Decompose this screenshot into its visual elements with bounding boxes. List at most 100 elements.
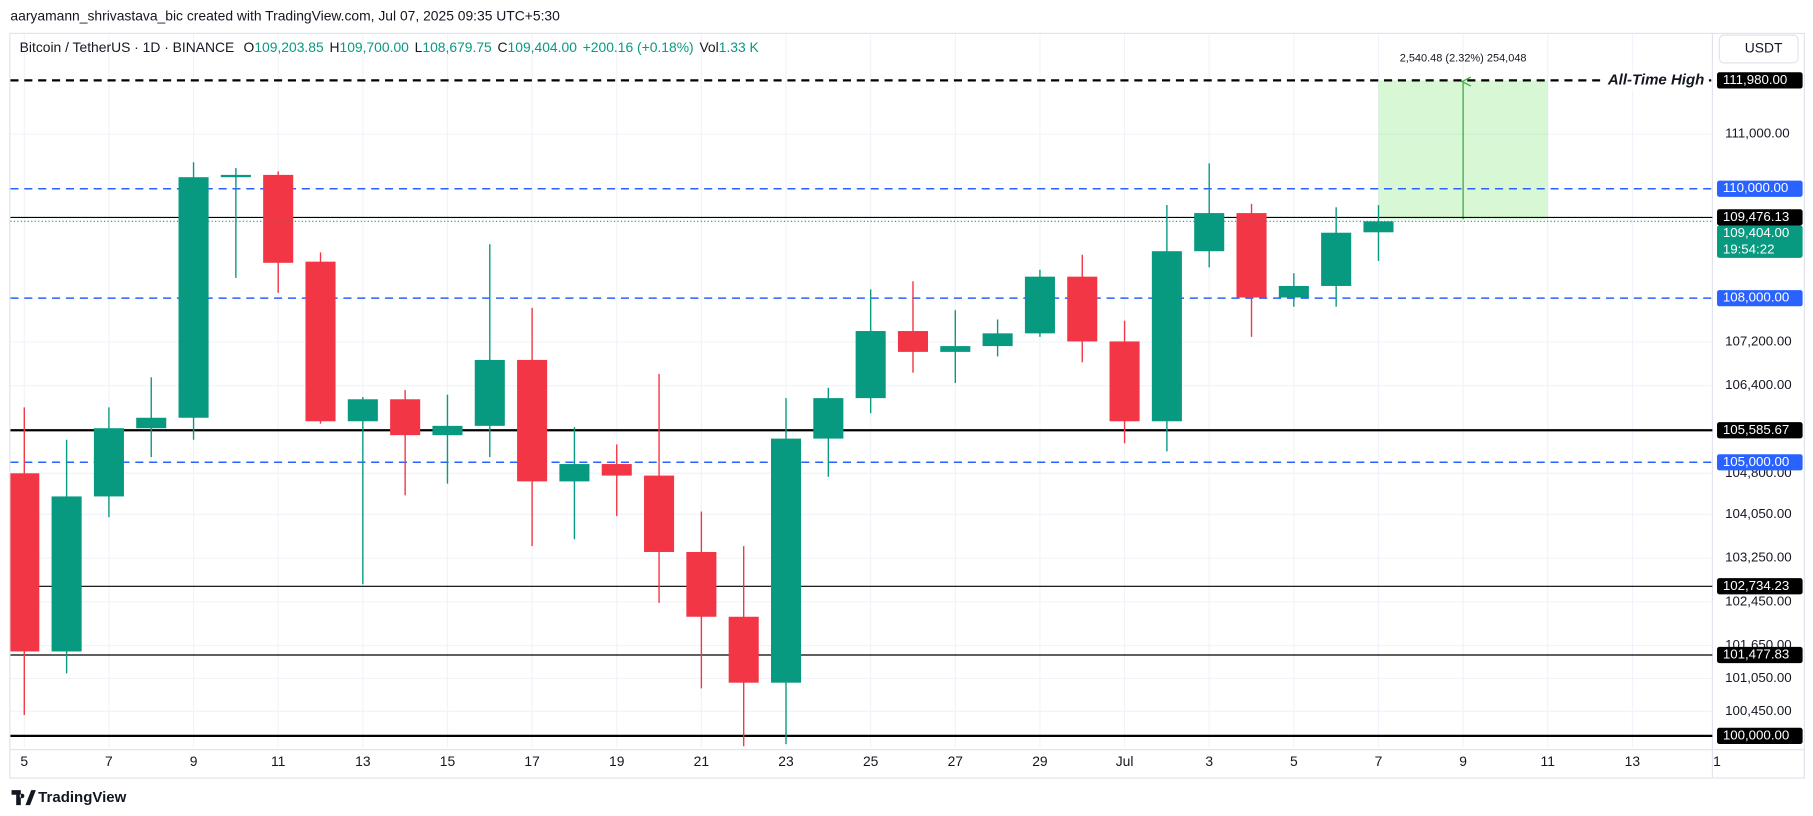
x-tick-label: 29	[1032, 753, 1048, 769]
ohlc-value: 109,700.00	[340, 38, 410, 54]
candle-body	[390, 399, 421, 436]
candle-body	[305, 261, 336, 422]
volume-value: 1.33 K	[719, 38, 760, 54]
candle-body	[728, 616, 759, 683]
level-label: 102,734.23	[1723, 578, 1789, 593]
level-label: 109,476.13	[1723, 209, 1789, 224]
measure-label: 2,540.48 (2.32%) 254,048	[1400, 52, 1527, 64]
annotation: All-Time High	[1607, 71, 1705, 88]
candle-body	[686, 551, 717, 617]
annotation-bg	[1600, 71, 1709, 90]
x-tick-label: 5	[1290, 753, 1298, 769]
candle-body	[263, 174, 294, 263]
level-label-box	[1717, 578, 1803, 595]
volume-key: Vol	[699, 38, 718, 54]
x-tick-label: 7	[105, 753, 113, 769]
y-tick-label: 104,050.00	[1725, 506, 1791, 521]
candle-body	[432, 425, 463, 436]
candle-body	[855, 331, 886, 399]
x-tick-label: 9	[190, 753, 198, 769]
x-tick-label: 5	[20, 753, 28, 769]
ohlc-key: L	[415, 38, 423, 54]
y-tick-label: 107,200.00	[1725, 333, 1791, 348]
candle-body	[813, 398, 844, 439]
x-tick-label: 9	[1459, 753, 1467, 769]
x-tick-label: 7	[1375, 753, 1383, 769]
currency-label[interactable]: USDT	[1745, 40, 1783, 56]
current-price-box	[1717, 225, 1803, 258]
x-tick-label: 15	[440, 753, 456, 769]
ohlc-key: H	[329, 38, 339, 54]
candle-body	[601, 464, 632, 476]
candle-body	[220, 174, 251, 178]
candle-body	[1109, 341, 1140, 422]
candle-body	[1194, 213, 1225, 252]
x-tick-label: 3	[1205, 753, 1213, 769]
currency-button[interactable]: USDT	[1718, 34, 1799, 64]
candle-body	[1363, 221, 1394, 233]
candle-body	[1151, 251, 1182, 422]
candle-body	[897, 331, 929, 352]
x-tick-label: 11	[271, 753, 286, 769]
candle-body	[1278, 285, 1309, 298]
candle-body	[10, 473, 40, 652]
level-label: 110,000.00	[1723, 180, 1789, 195]
candle-body	[474, 359, 505, 426]
level-label-box	[1717, 454, 1803, 471]
ohlc-key: O	[244, 38, 255, 54]
level-label: 101,477.83	[1723, 647, 1789, 662]
candle-body	[517, 359, 548, 482]
candle-body	[1321, 232, 1352, 286]
y-tick-label: 100,450.00	[1725, 703, 1791, 718]
credit: aaryamann_shrivastava_bic created with T…	[10, 7, 560, 23]
x-tick-label: 19	[609, 753, 625, 769]
x-tick-label: 25	[863, 753, 879, 769]
x-tick-label: Jul	[1116, 753, 1134, 769]
y-tick-label: 102,450.00	[1725, 593, 1791, 608]
x-tick-label: 1	[1713, 753, 1721, 769]
x-tick-label: 17	[524, 753, 540, 769]
x-tick-label: 23	[778, 753, 794, 769]
countdown: 19:54:22	[1723, 241, 1775, 256]
candle-body	[136, 417, 167, 429]
y-tick-label: 103,250.00	[1725, 550, 1791, 565]
chart-frame	[9, 32, 1805, 779]
y-tick-label: 101,050.00	[1725, 670, 1791, 685]
brand-logo	[11, 790, 36, 806]
candle-body	[559, 464, 590, 482]
candle-body	[347, 399, 378, 422]
candle-body	[982, 333, 1013, 347]
level-label-box	[1717, 727, 1803, 744]
level-label: 105,000.00	[1723, 454, 1789, 469]
level-label: 111,980.00	[1723, 72, 1788, 87]
level-label-box	[1717, 646, 1803, 664]
ohlc-value: 109,404.00	[508, 38, 578, 54]
current-price-label: 109,404.00	[1723, 225, 1789, 240]
x-tick-label: 21	[694, 753, 710, 769]
ohlc-value: 108,679.75	[422, 38, 492, 54]
ohlc-key: C	[498, 38, 508, 54]
symbol: Bitcoin / TetherUS · 1D · BINANCE	[20, 38, 235, 54]
level-label-box	[1717, 180, 1803, 197]
level-label: 100,000.00	[1723, 727, 1789, 742]
x-tick-label: 27	[948, 753, 964, 769]
candle-body	[644, 475, 675, 552]
level-label-box	[1717, 72, 1803, 89]
change: +200.16 (+0.18%)	[583, 38, 694, 54]
level-label-box	[1717, 209, 1803, 226]
level-label: 105,585.67	[1723, 422, 1789, 437]
brand-name: TradingView	[38, 789, 126, 806]
ohlc-value: 109,203.85	[254, 38, 324, 54]
x-tick-label: 13	[1625, 753, 1641, 769]
candle-body	[940, 346, 971, 352]
currency-box[interactable]	[1718, 34, 1799, 64]
candle-body	[1024, 276, 1055, 334]
level-label: 108,000.00	[1723, 290, 1789, 305]
level-label-box	[1717, 422, 1803, 439]
candle-body	[1067, 276, 1098, 342]
level-label-box	[1717, 290, 1803, 307]
x-tick-label: 11	[1541, 753, 1556, 769]
